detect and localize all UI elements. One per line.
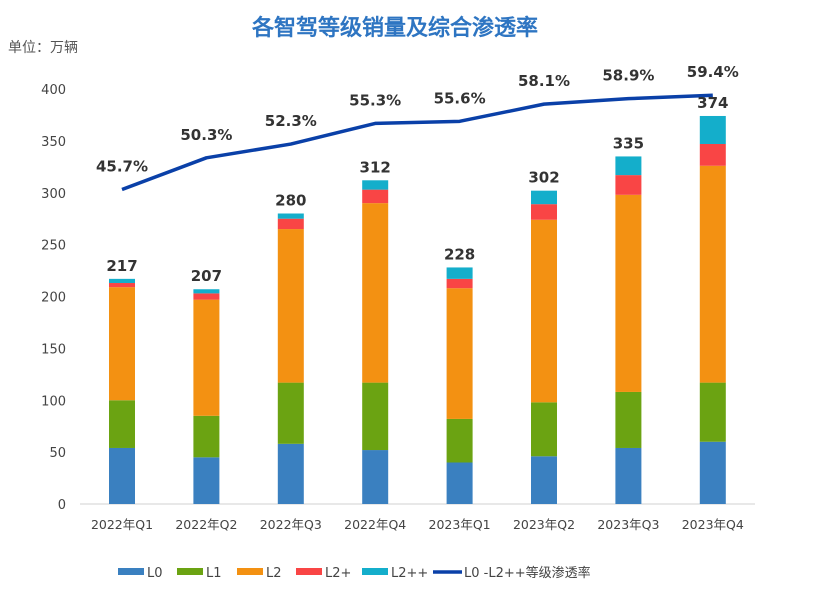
penetration-label: 59.4%	[687, 63, 739, 81]
legend-swatch-l2plus	[296, 568, 322, 575]
legend-swatch-l0	[118, 568, 144, 575]
x-tick-label: 2022年Q2	[175, 517, 237, 532]
bar-segment-l1	[615, 391, 642, 448]
penetration-label: 45.7%	[96, 157, 148, 175]
legend-swatch-l1	[177, 568, 203, 575]
x-tick-label: 2023年Q1	[429, 517, 491, 532]
penetration-label: 50.3%	[180, 126, 232, 144]
bar-segment-l1	[193, 415, 220, 458]
y-tick-label: 150	[41, 342, 66, 357]
legend: L0 L1 L2 L2+ L2++ L0 -L2++等级渗透率	[118, 565, 591, 581]
x-tick-label: 2022年Q1	[91, 517, 153, 532]
y-tick-label: 250	[41, 239, 66, 254]
legend-label: L0 -L2++等级渗透率	[464, 565, 591, 581]
bar-segment-l2plusplus	[699, 115, 726, 144]
bar-segment-l2plusplus	[446, 267, 473, 279]
y-tick-label: 50	[49, 446, 66, 461]
bar-segment-l2plus	[699, 143, 726, 166]
bar-segment-l1	[531, 402, 557, 457]
bar-segment-l1	[446, 418, 473, 463]
data-labels: 217 207 280 312 228 302 335 374 45.7% 50.3% 52.3% 5…	[96, 63, 739, 285]
x-tick-label: 2023年Q4	[682, 517, 744, 532]
bar-segment-l2plusplus	[277, 213, 304, 219]
bar-segment-l2plusplus	[531, 190, 557, 205]
bar-segment-l2	[193, 299, 220, 416]
total-label: 374	[697, 94, 728, 112]
bar-segment-l2plusplus	[362, 180, 389, 190]
bar-segment-l0	[531, 456, 557, 504]
x-tick-label: 2023年Q3	[597, 517, 659, 532]
y-tick-label: 200	[41, 291, 66, 306]
legend-swatch-l2	[237, 568, 263, 575]
penetration-line	[121, 93, 713, 192]
bar-segment-l2plusplus	[615, 156, 642, 176]
bar-segment-l2plusplus	[109, 278, 135, 284]
bar-segment-l2plus	[193, 293, 220, 300]
bar-segment-l2	[531, 219, 557, 403]
bar-segment-l2plus	[277, 218, 304, 230]
total-label: 217	[106, 257, 137, 275]
unit-label: 单位：万辆	[8, 40, 78, 56]
x-tick-label: 2022年Q4	[344, 517, 406, 532]
y-axis: 0 50 100 150 200 250 300 350 400	[41, 83, 66, 513]
y-tick-label: 0	[58, 498, 66, 513]
bar-segment-l2	[446, 288, 473, 419]
penetration-label: 55.6%	[434, 89, 486, 107]
bar-segment-l0	[699, 441, 726, 504]
bar-segment-l1	[362, 382, 389, 451]
penetration-label: 55.3%	[349, 91, 401, 109]
chart-title: 各智驾等级销量及综合渗透率	[251, 15, 538, 41]
bar-segment-l2	[277, 229, 304, 383]
penetration-line-path	[121, 93, 713, 192]
bar-segment-l2	[362, 203, 389, 383]
bar-segment-l2plus	[615, 175, 642, 195]
bar-segment-l0	[362, 450, 389, 504]
legend-label: L0	[147, 566, 163, 581]
penetration-label: 58.9%	[602, 67, 654, 85]
bar-segment-l2plus	[109, 283, 135, 288]
y-tick-label: 300	[41, 187, 66, 202]
bar-segment-l2	[109, 287, 135, 401]
total-label: 302	[528, 169, 559, 187]
bar-segment-l0	[193, 457, 220, 504]
bar-segment-l0	[615, 447, 642, 504]
legend-label: L2	[266, 566, 282, 581]
bar-segment-l2	[699, 165, 726, 383]
bar-segment-l2	[615, 194, 642, 392]
total-label: 207	[191, 267, 222, 285]
penetration-label: 58.1%	[518, 72, 570, 90]
bar-segment-l2plusplus	[193, 289, 220, 294]
bar-segment-l0	[109, 447, 135, 504]
y-tick-label: 350	[41, 135, 66, 150]
legend-label: L2+	[325, 566, 351, 581]
penetration-label: 52.3%	[265, 112, 317, 130]
x-tick-label: 2022年Q3	[260, 517, 322, 532]
bars	[109, 115, 726, 504]
bar-segment-l0	[277, 443, 304, 504]
bar-segment-l0	[446, 462, 473, 504]
bar-segment-l2plus	[446, 278, 473, 289]
bar-segment-l1	[277, 382, 304, 444]
legend-swatch-l2plusplus	[362, 568, 388, 575]
y-tick-label: 100	[41, 394, 66, 409]
total-label: 228	[444, 245, 475, 263]
bar-segment-l1	[699, 382, 726, 442]
x-tick-label: 2023年Q2	[513, 517, 575, 532]
legend-label: L1	[206, 566, 222, 581]
total-label: 312	[360, 158, 391, 176]
legend-label: L2++	[391, 566, 428, 581]
bar-segment-l2plus	[362, 189, 389, 204]
total-label: 280	[275, 192, 306, 210]
x-axis: 2022年Q1 2022年Q2 2022年Q3 2022年Q4 2023年Q1 2023年…	[91, 517, 744, 532]
total-label: 335	[613, 134, 644, 152]
bar-segment-l2plus	[531, 204, 557, 220]
bar-segment-l1	[109, 400, 135, 448]
y-tick-label: 400	[41, 83, 66, 98]
